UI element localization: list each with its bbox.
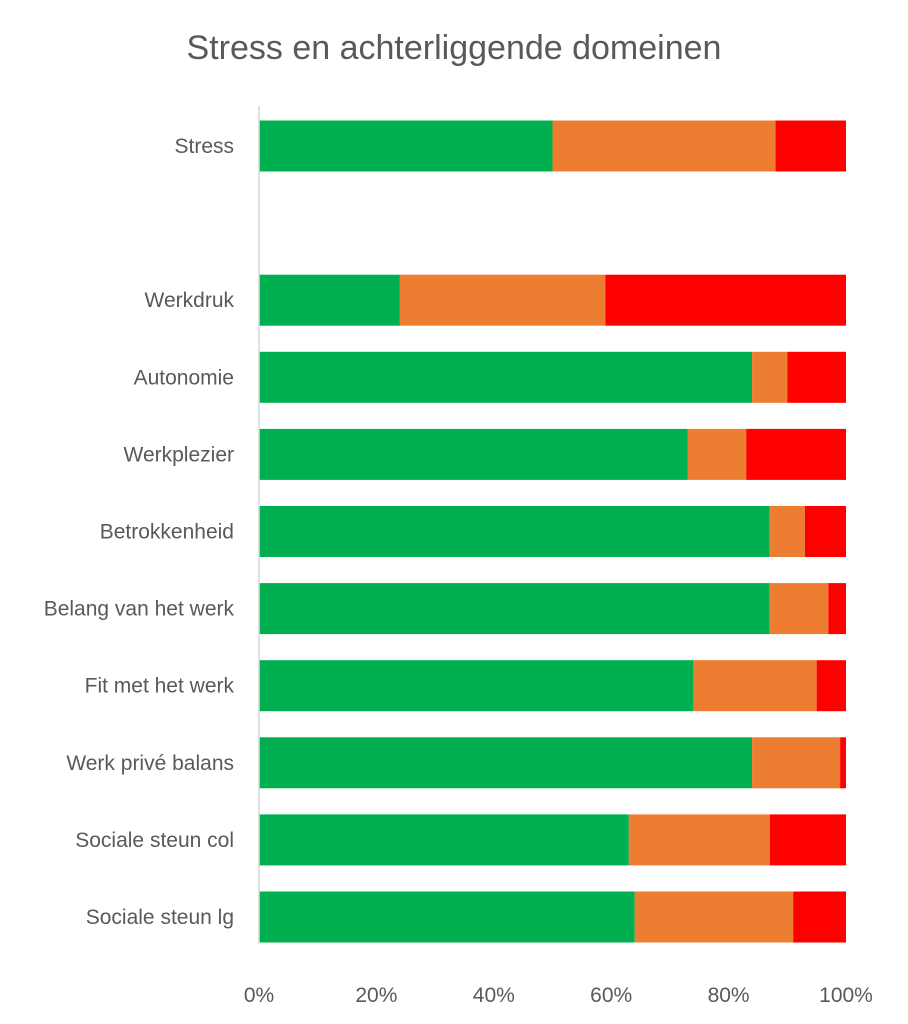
category-labels: Stress Werkdruk Autonomie Werkplezier Betrok… [44,135,235,929]
category-label: Fit met het werk [85,675,235,698]
bar-segment [769,814,846,866]
category-label: Autonomie [134,366,234,389]
bar-segment [259,814,629,866]
bar-segment [793,891,846,943]
bar-segment [259,351,753,403]
bar-segment [775,120,846,172]
x-tick-label: 60% [590,984,632,1007]
bar-segment [746,428,846,480]
bar-segment [752,737,841,789]
category-label: Werkdruk [145,289,235,312]
bar-segment [769,583,829,635]
bar-segment [787,351,846,403]
bar-segment [687,428,747,480]
bar-segment [634,891,794,943]
bar-segment [628,814,770,866]
category-label: Belang van het werk [44,598,235,621]
bar-segment [259,737,753,789]
category-label: Sociale steun lg [86,906,234,929]
x-tick-label: 20% [355,984,397,1007]
bar-segment [552,120,776,172]
x-tick-label: 0% [244,984,274,1007]
bar-segment [816,660,846,712]
bar-segment [828,583,846,635]
bar-segment [259,583,770,635]
bar-segment [259,506,770,557]
bar-segment [840,737,846,789]
category-label: Werk privé balans [66,752,234,775]
bar-segment [399,274,606,326]
chart-title: Stress en achterliggende domeinen [187,29,722,67]
category-label: Sociale steun col [75,829,234,852]
category-label: Betrokkenheid [100,521,234,544]
bar-segment [259,274,400,326]
bar-segment [769,506,805,557]
x-tick-labels: 0% 20% 40% 60% 80% 100% [244,984,873,1007]
bar-segment [259,660,694,712]
category-label: Stress [174,135,234,158]
category-label: Werkplezier [124,443,234,466]
bar-segment [259,120,553,172]
bar-segment [752,351,788,403]
x-tick-label: 80% [708,984,750,1007]
x-tick-label: 40% [473,984,515,1007]
bar-segment [259,891,635,943]
bar-segment [605,274,846,326]
bar-segment [804,506,846,557]
bars-group [259,120,846,943]
x-tick-label: 100% [819,984,873,1007]
bar-segment [693,660,817,712]
bar-segment [259,428,688,480]
